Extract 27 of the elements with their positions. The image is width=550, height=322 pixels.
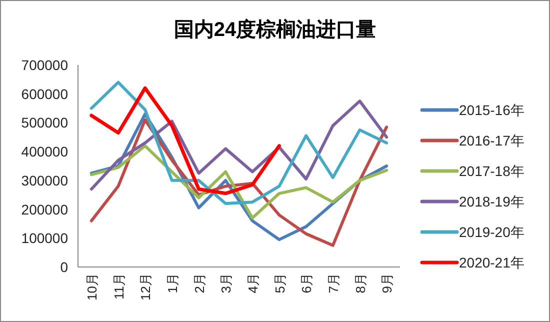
y-tick-label: 400000 <box>21 144 68 160</box>
legend-label: 2018-19年 <box>459 194 524 210</box>
x-tick-label: 6月 <box>299 273 314 294</box>
x-tick-label: 12月 <box>138 273 154 300</box>
x-tick-label: 5月 <box>272 273 288 294</box>
x-tick-label: 4月 <box>245 273 260 294</box>
x-tick-label: 11月 <box>111 273 126 300</box>
legend-label: 2020-21年 <box>459 254 524 270</box>
y-tick-label: 600000 <box>21 86 68 102</box>
legend-label: 2019-20年 <box>459 224 524 240</box>
y-tick-label: 300000 <box>21 172 68 188</box>
x-tick-label: 2月 <box>192 273 207 294</box>
x-tick-label: 7月 <box>326 273 341 294</box>
legend-label: 2015-16年 <box>459 102 524 118</box>
y-tick-label: 0 <box>60 259 68 275</box>
y-tick-label: 500000 <box>21 114 68 131</box>
y-tick-label: 200000 <box>21 201 68 218</box>
y-tick-label: 700000 <box>21 57 68 73</box>
title: 国内24度棕榈油进口量 <box>174 19 376 41</box>
legend-label: 2016-17年 <box>459 132 524 148</box>
x-tick-label: 8月 <box>352 273 368 294</box>
legend-label: 2017-18年 <box>459 163 524 179</box>
x-tick-label: 10月 <box>84 273 100 300</box>
x-tick-label: 9月 <box>380 273 395 294</box>
y-tick-label: 100000 <box>21 230 68 246</box>
x-tick-label: 3月 <box>218 273 234 294</box>
x-tick-label: 1月 <box>164 273 180 294</box>
